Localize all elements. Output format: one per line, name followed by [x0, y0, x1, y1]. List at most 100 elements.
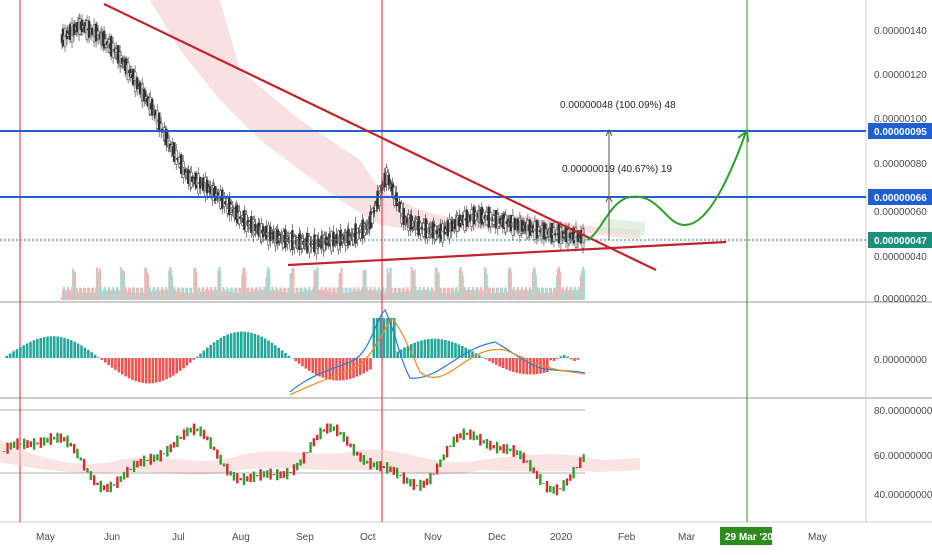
macd-hist-bar: [322, 358, 325, 378]
macd-hist-bar: [5, 356, 8, 358]
osc-candle: [519, 451, 521, 459]
osc-candle: [403, 472, 405, 483]
osc-candle: [46, 438, 48, 443]
osc-candle: [223, 463, 225, 466]
macd-hist-bar: [12, 351, 15, 358]
osc-candle: [263, 471, 265, 477]
osc-candle: [326, 423, 328, 433]
time-tick-label: May: [808, 532, 827, 543]
price-tick-label: 0.00000140: [874, 26, 927, 37]
macd-hist-bar: [427, 339, 430, 358]
candle-body: [243, 210, 245, 229]
time-tick-label: Nov: [424, 532, 442, 543]
time-tick-label: Dec: [488, 532, 506, 543]
osc-candle: [146, 460, 148, 461]
macd-hist-bar: [203, 351, 206, 358]
osc-candle: [186, 428, 188, 437]
osc-candle: [459, 433, 461, 438]
candle-body: [510, 215, 512, 231]
macd-hist-bar: [502, 358, 505, 368]
osc-candle: [503, 444, 505, 453]
osc-candle: [556, 484, 558, 495]
macd-hist-bar: [458, 344, 461, 358]
macd-hist-bar: [114, 358, 117, 370]
candle-body: [418, 216, 420, 235]
osc-candle: [363, 455, 365, 465]
osc-candle: [259, 469, 261, 480]
osc-candle: [386, 462, 388, 474]
macd-hist-bar: [447, 341, 450, 358]
candle-body: [464, 211, 466, 230]
macd-hist-bar: [451, 342, 454, 358]
macd-hist-bar: [437, 339, 440, 358]
candle-body: [529, 220, 531, 236]
osc-candle: [209, 437, 211, 449]
osc-candle: [399, 475, 401, 476]
osc-candle: [33, 438, 35, 450]
macd-hist-bar: [420, 340, 423, 358]
macd-hist-bar: [213, 342, 216, 358]
osc-candle: [203, 430, 205, 439]
macd-hist-bar: [223, 336, 226, 358]
macd-hist-bar: [267, 341, 270, 358]
macd-hist-bar: [53, 336, 56, 358]
macd-hist-bar: [121, 358, 124, 375]
macd-hist-bar: [158, 358, 161, 382]
macd-hist-bar: [63, 338, 66, 358]
osc-candle: [549, 486, 551, 492]
osc-candle: [343, 432, 345, 442]
macd-hist-bar: [509, 358, 512, 371]
osc-candle: [373, 462, 375, 467]
osc-candle: [389, 466, 391, 472]
osc-candle: [582, 454, 584, 462]
osc-candle: [70, 443, 72, 446]
macd-hist-bar: [505, 358, 508, 370]
macd-hist-bar: [519, 358, 522, 374]
candle-body: [110, 36, 112, 56]
osc-candle: [196, 428, 198, 431]
macd-hist-bar: [454, 343, 457, 358]
osc-candle: [509, 449, 511, 452]
osc-candle: [293, 464, 295, 475]
osc-candle: [562, 480, 564, 491]
macd-hist-bar: [403, 347, 406, 358]
time-tick-label: May: [36, 532, 55, 543]
macd-hist-bar: [50, 336, 53, 358]
osc-candle: [126, 467, 128, 478]
candle-body: [202, 178, 204, 190]
osc-candle: [216, 449, 218, 458]
oscillator-cloud: [0, 440, 640, 475]
macd-hist-bar: [546, 358, 549, 372]
osc-candle: [433, 474, 435, 475]
osc-candle: [456, 434, 458, 442]
macd-histogram: [5, 318, 579, 383]
osc-candle: [376, 461, 378, 470]
osc-candle: [66, 436, 68, 448]
macd-hist-bar: [260, 337, 263, 358]
price-tick-label: 0.00000020: [874, 294, 927, 305]
osc-candle: [496, 442, 498, 454]
macd-hist-bar: [39, 338, 42, 358]
candle-body: [199, 177, 201, 188]
candle-body: [373, 211, 375, 213]
price-tick-label: 0.00000120: [874, 70, 927, 81]
osc-candle: [426, 479, 428, 486]
osc-candle: [579, 457, 581, 468]
macd-hist-bar: [444, 340, 447, 358]
macd-hist-bar: [199, 354, 202, 358]
osc-candle: [552, 486, 554, 493]
osc-candle: [93, 475, 95, 485]
time-tick-label: Sep: [296, 532, 314, 543]
osc-candle: [359, 452, 361, 461]
osc-candle: [466, 433, 468, 435]
osc-candle: [336, 425, 338, 437]
macd-hist-bar: [104, 358, 107, 363]
osc-tick-label: 40.00000000: [874, 490, 932, 501]
measurement-label-small: 0.00000019 (40.67%) 19: [562, 164, 673, 175]
macd-hist-bar: [254, 334, 257, 358]
time-tick-label: 2020: [550, 532, 573, 543]
osc-candle: [539, 474, 541, 485]
osc-candle: [493, 445, 495, 448]
